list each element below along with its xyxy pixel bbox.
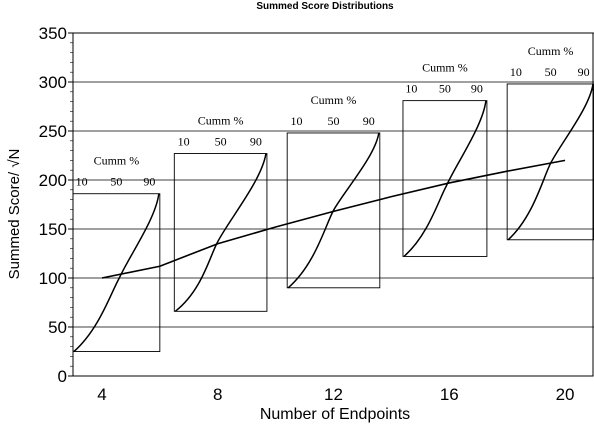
percentile-label: 50 (110, 175, 122, 189)
cumulative-curve (287, 132, 380, 289)
cumm-percent-label: Cumm % (94, 154, 140, 168)
cumulative-curve (507, 83, 594, 241)
y-tick-label: 200 (39, 171, 67, 190)
cumm-percent-label: Cumm % (528, 44, 574, 58)
y-axis-label: Summed Score/ √N (6, 149, 23, 280)
chart-title: Summed Score Distributions (256, 1, 394, 12)
percentile-label: 10 (178, 135, 190, 149)
y-tick-label: 0 (58, 367, 67, 386)
x-tick-label: 4 (97, 385, 106, 404)
x-tick-label: 16 (440, 385, 459, 404)
cumulative-curve (174, 153, 267, 312)
percentile-label: 50 (215, 135, 227, 149)
x-tick-label: 20 (556, 385, 575, 404)
y-tick-label: 100 (39, 269, 67, 288)
x-axis: 4 8 12 16 20 (97, 385, 574, 404)
trend-line (101, 159, 566, 279)
percentile-label: 90 (250, 135, 262, 149)
percentile-label: 10 (76, 175, 88, 189)
y-tick-label: 250 (39, 122, 67, 141)
cumulative-curve (403, 100, 487, 258)
y-tick-label: 150 (39, 220, 67, 239)
percentile-label: 50 (439, 82, 451, 96)
y-axis: 0 50 100 150 200 250 300 350 (39, 24, 73, 386)
cumm-percent-label: Cumm % (311, 93, 357, 107)
percentile-label: 90 (143, 175, 155, 189)
y-tick-label: 350 (39, 24, 67, 43)
percentile-label: 90 (363, 114, 375, 128)
cumulative-curve (73, 193, 160, 353)
x-tick-label: 12 (324, 385, 343, 404)
x-axis-label: Number of Endpoints (260, 406, 410, 423)
percentile-label: 50 (328, 114, 340, 128)
distribution-box (72, 193, 161, 352)
percentile-label: 90 (578, 65, 590, 79)
percentile-label: 10 (405, 82, 417, 96)
cumm-percent-label: Cumm % (422, 61, 468, 75)
percentile-label: 50 (545, 65, 557, 79)
distribution-box (173, 153, 268, 312)
percentile-label: 10 (510, 65, 522, 79)
plot-area (72, 32, 594, 377)
x-tick-label: 8 (213, 385, 222, 404)
y-tick-label: 300 (39, 73, 67, 92)
percentile-label: 10 (290, 114, 302, 128)
y-tick-label: 50 (48, 318, 67, 337)
distribution-box (286, 132, 381, 289)
percentile-label: 90 (471, 82, 483, 96)
cumm-percent-label: Cumm % (198, 114, 244, 128)
distribution-box (402, 100, 488, 257)
